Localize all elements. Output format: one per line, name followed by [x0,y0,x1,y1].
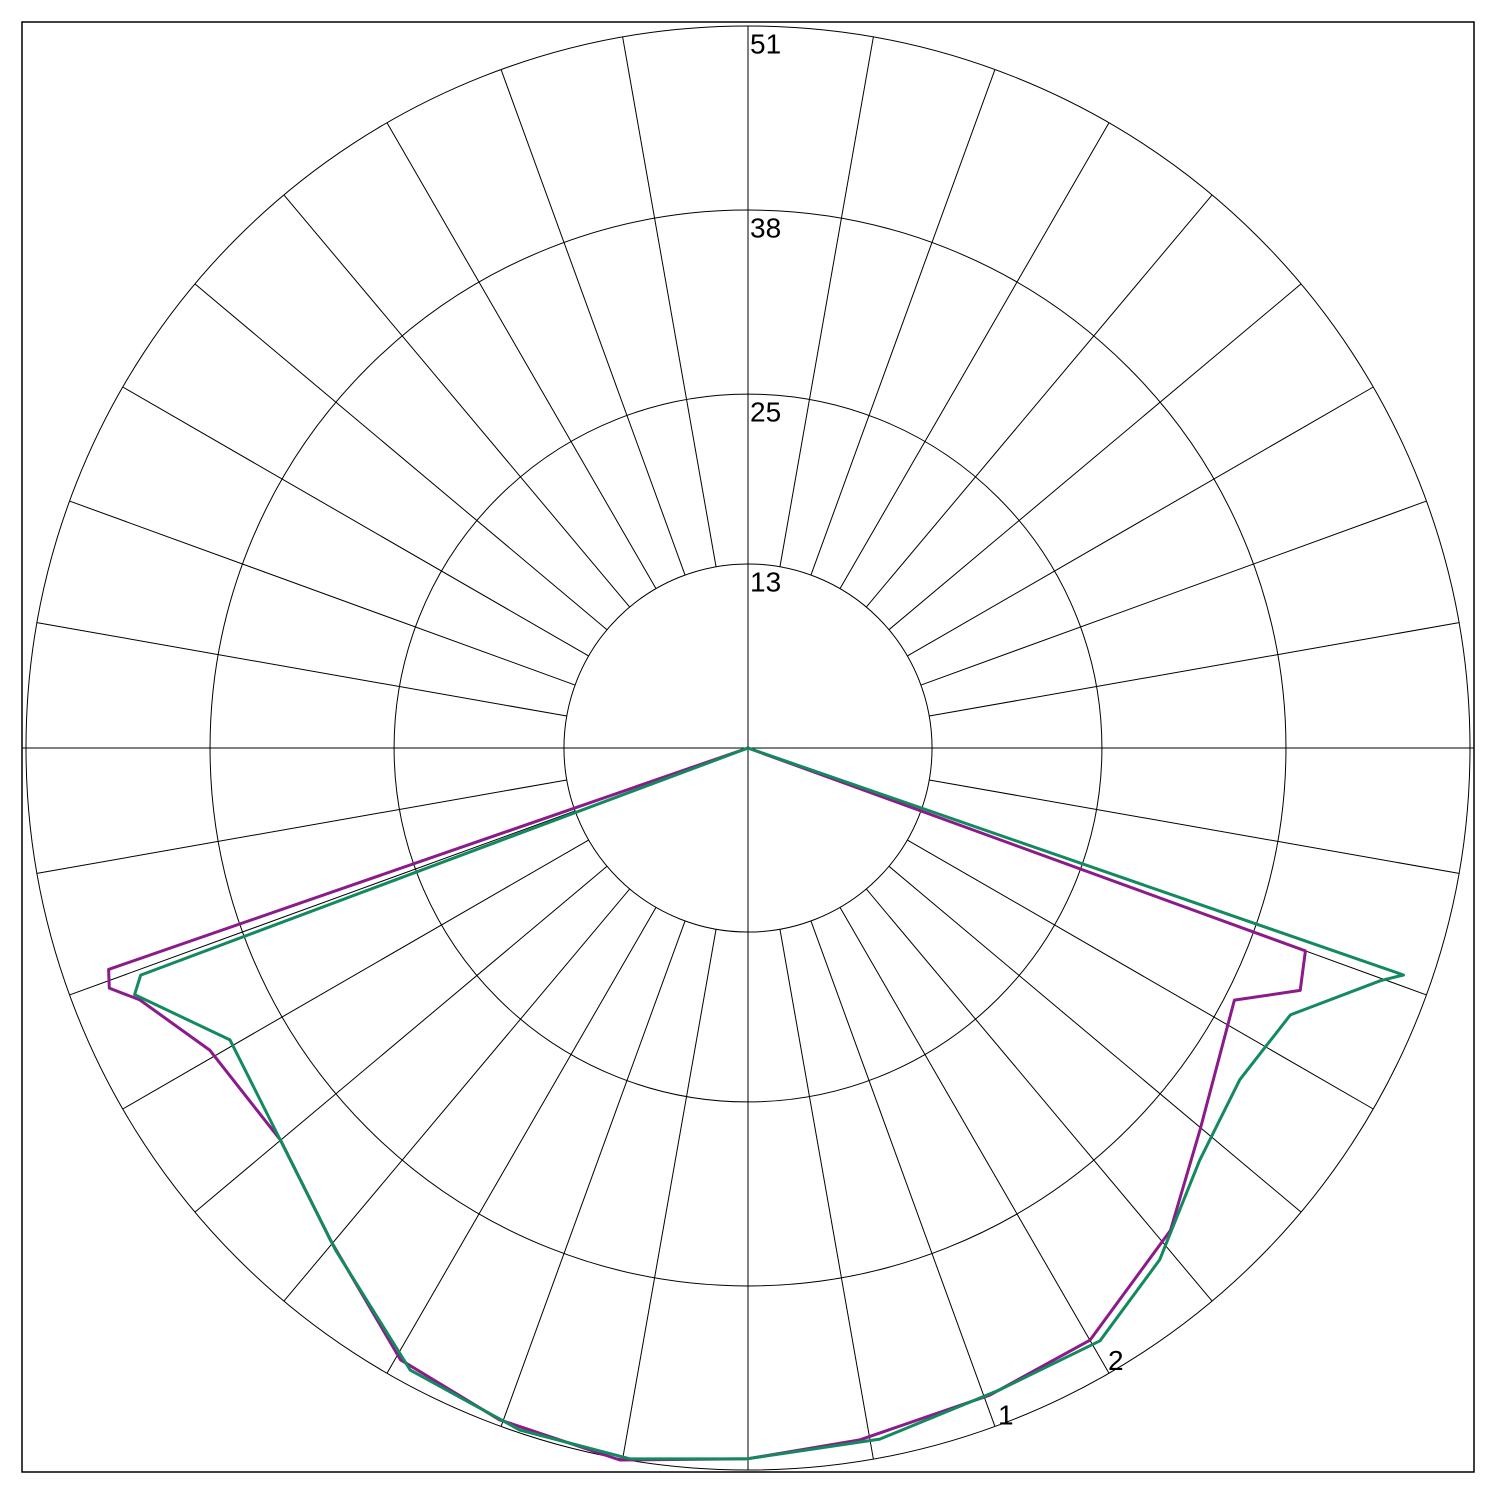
spoke [888,283,1302,631]
r-tick-label: 38 [750,212,781,243]
grid-ring [393,393,1103,1103]
spoke [920,500,1427,686]
spoke [36,622,567,717]
frame [21,21,1475,1473]
spoke [779,929,874,1460]
spoke [839,907,1110,1374]
spoke [929,622,1460,717]
spoke [907,839,1374,1110]
grid-ring [25,25,1471,1471]
spoke [888,865,1302,1213]
series-line [107,746,1307,1462]
spoke [839,122,1110,589]
spoke [283,888,631,1302]
spoke [194,283,608,631]
spoke [122,386,589,657]
spoke [622,929,717,1460]
spoke [283,194,631,608]
spoke [36,779,567,874]
r-tick-label: 13 [750,566,781,597]
spoke [69,810,576,996]
spoke [386,907,657,1374]
series-label: 2 [1108,1345,1124,1376]
spoke [810,920,996,1427]
spoke [865,888,1213,1302]
spoke [500,69,686,576]
grid-ring [209,209,1287,1287]
series-label: 1 [998,1399,1014,1430]
spoke [810,69,996,576]
spoke [779,36,874,567]
spoke [386,122,657,589]
r-tick-label: 51 [750,28,781,59]
spoke [929,779,1460,874]
spoke [69,500,576,686]
r-tick-label: 25 [750,396,781,427]
spoke [622,36,717,567]
grid-ring [563,563,933,933]
spoke [194,865,608,1213]
spoke [500,920,686,1427]
spoke [907,386,1374,657]
series-line [133,746,1405,1461]
spoke [122,839,589,1110]
spoke [865,194,1213,608]
